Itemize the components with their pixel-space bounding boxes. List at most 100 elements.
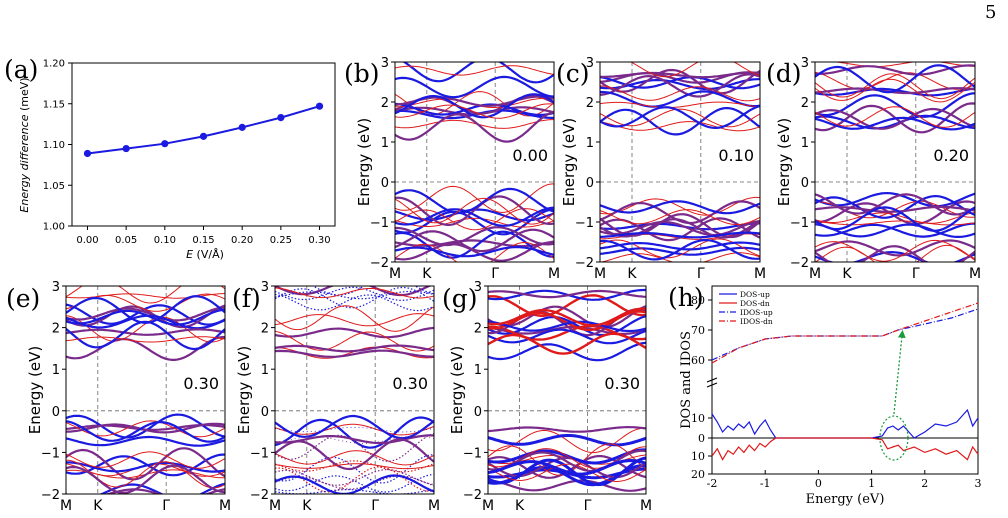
band-line (488, 443, 646, 476)
band-line (66, 328, 225, 336)
field-value: 0.20 (933, 146, 969, 165)
band-line (815, 78, 975, 103)
band-line (66, 420, 225, 443)
kpoint-label: K (422, 266, 432, 282)
kpoint-label: M (482, 498, 494, 514)
kpoint-label: M (640, 498, 652, 514)
band-line (395, 65, 554, 76)
band-line (275, 438, 434, 471)
band-line (275, 313, 434, 327)
a-xtick-label: 0.25 (270, 235, 292, 246)
band-ytick-label: −1 (575, 216, 594, 231)
band-line (815, 191, 975, 208)
band-line (66, 336, 225, 343)
band-frame (65, 285, 226, 495)
a-xtick-label: 0.00 (76, 235, 98, 246)
band-ylabel: Energy (eV) (560, 118, 578, 206)
band-line (275, 435, 434, 444)
kpoint-label: M (594, 266, 606, 282)
panel-label: (g) (442, 284, 478, 313)
band-line (815, 64, 975, 94)
band-ytick-label: 2 (381, 96, 389, 111)
band-line (66, 451, 225, 469)
h-series-idos-dn (711, 302, 979, 364)
band-line (275, 463, 434, 470)
band-line (488, 305, 646, 329)
field-value: 0.30 (604, 374, 640, 393)
band-line (600, 200, 760, 215)
kpoint-label: Γ (162, 498, 170, 514)
h-xtick-label: -2 (707, 477, 718, 490)
band-line (815, 107, 975, 130)
band-line (815, 194, 975, 219)
field-value-bg (394, 373, 432, 394)
band-frame (814, 61, 976, 263)
h-ytick-label: 10 (691, 412, 705, 425)
band-line (275, 414, 434, 440)
band-line (395, 111, 554, 143)
band-ytick-label: 2 (801, 96, 809, 111)
panel-a-frame (71, 62, 336, 227)
band-line (815, 239, 975, 262)
band-ylabel: Energy (eV) (448, 346, 466, 434)
band-line (66, 447, 225, 481)
band-ytick-label: 0 (52, 405, 60, 420)
band-line (488, 289, 646, 299)
field-value-bg (606, 373, 644, 394)
h-series-dos-dn (711, 437, 979, 461)
band-ytick-label: −1 (250, 446, 269, 461)
band-line (815, 92, 975, 118)
a-xtick-label: 0.05 (115, 235, 137, 246)
panel-label: (e) (6, 284, 40, 313)
band-line (275, 286, 434, 309)
band-line (66, 435, 225, 447)
band-ytick-label: 2 (261, 322, 269, 337)
band-line (600, 217, 760, 242)
band-ytick-label: 0 (586, 176, 594, 191)
band-line (395, 217, 554, 228)
band-line (395, 206, 554, 227)
band-line (275, 326, 434, 339)
band-line (600, 107, 760, 136)
band-ytick-label: −1 (370, 216, 389, 231)
kpoint-label: Γ (584, 498, 592, 514)
band-line (275, 290, 434, 300)
kpoint-label: M (754, 266, 766, 282)
a-data-point (83, 149, 92, 158)
band-ytick-label: −1 (790, 216, 809, 231)
h-xtick-label: 3 (975, 477, 982, 490)
band-ytick-label: −2 (790, 256, 809, 271)
h-xlabel: Energy (eV) (806, 492, 885, 507)
field-value: 0.00 (512, 146, 548, 165)
band-line (600, 219, 760, 237)
a-data-point (238, 123, 246, 131)
a-xlabel: E (V/Å) (186, 248, 224, 261)
band-frame (394, 61, 555, 263)
band-line (600, 101, 760, 109)
kpoint-label: M (809, 266, 821, 282)
kpoint-label: M (969, 266, 981, 282)
band-line (600, 121, 760, 132)
band-line (815, 106, 975, 128)
band-line (66, 286, 225, 304)
band-ytick-label: −2 (370, 256, 389, 271)
panel-h: (h)80 70 60 10 0 10 20-2 -1 0 1 2 3 DOS and IDOS Ener… (668, 283, 982, 507)
field-value-bg (720, 146, 758, 166)
a-xtick-label: 0.10 (154, 235, 176, 246)
panel-label: (b) (344, 59, 380, 88)
field-value: 0.30 (392, 374, 428, 393)
a-xtick-label: 0.15 (192, 235, 214, 246)
field-value-bg (935, 146, 973, 166)
h-xtick-label: 0 (815, 477, 822, 490)
band-frame (599, 61, 761, 263)
kpoint-label: K (627, 266, 637, 282)
band-line (275, 432, 434, 462)
kpoint-label: K (515, 498, 525, 514)
a-data-point (277, 114, 285, 122)
a-data-point (199, 132, 208, 140)
a-data-point (315, 102, 324, 110)
band-line (488, 320, 646, 333)
